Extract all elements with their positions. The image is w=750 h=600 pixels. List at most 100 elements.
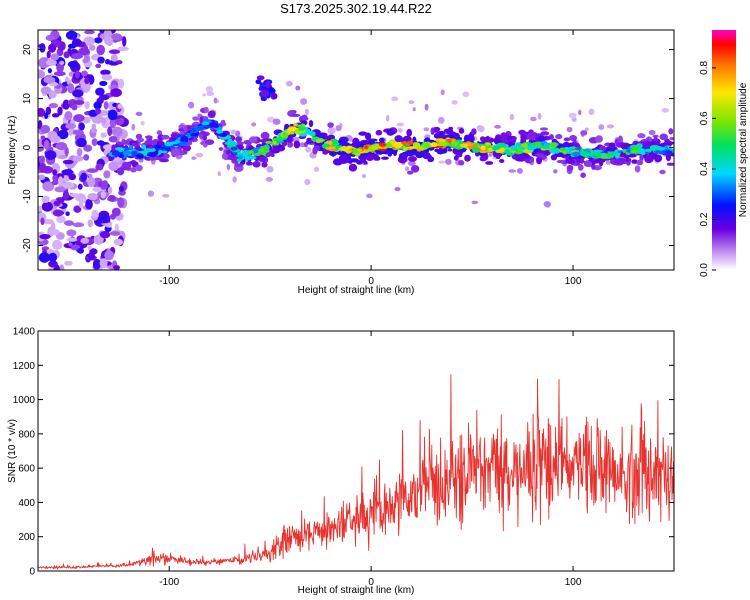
heatmap-cell bbox=[493, 136, 500, 145]
heatmap-cell bbox=[91, 138, 98, 146]
heatmap-cell bbox=[63, 220, 75, 226]
heatmap-cell bbox=[104, 250, 114, 261]
heatmap-cell bbox=[361, 174, 366, 178]
heatmap-cell bbox=[440, 89, 445, 96]
snr-y-tick-label: 200 bbox=[18, 532, 35, 543]
heatmap-cell bbox=[101, 117, 106, 125]
heatmap-cell bbox=[335, 124, 342, 132]
heatmap-cell bbox=[96, 140, 105, 146]
heatmap-cell bbox=[109, 231, 121, 236]
snr-x-tick-label: 100 bbox=[565, 577, 582, 588]
heatmap-cell bbox=[408, 160, 416, 166]
heatmap-cell bbox=[539, 127, 549, 131]
heatmap-cell bbox=[394, 187, 401, 192]
heatmap-cell bbox=[78, 47, 90, 56]
heatmap-cell bbox=[87, 176, 96, 188]
heatmap-cell bbox=[130, 166, 137, 173]
heatmap-cell bbox=[52, 239, 63, 250]
heatmap-cell bbox=[161, 150, 168, 154]
heatmap-cell bbox=[438, 141, 448, 146]
heatmap-cell bbox=[308, 120, 314, 128]
heatmap-cell bbox=[607, 152, 618, 155]
heatmap-cell bbox=[608, 142, 616, 148]
heatmap-cell bbox=[108, 194, 116, 202]
heatmap-cell bbox=[65, 123, 77, 130]
heatmap-cell bbox=[91, 123, 97, 130]
heatmap-cell bbox=[206, 91, 215, 96]
heatmap-cell bbox=[251, 122, 257, 127]
heatmap-cell bbox=[510, 145, 518, 151]
heatmap-cell bbox=[327, 127, 336, 134]
heatmap-cell bbox=[121, 140, 130, 145]
heatmap-cell bbox=[51, 180, 59, 186]
heatmap-cell bbox=[630, 149, 638, 154]
heatmap-cell bbox=[100, 69, 111, 75]
heatmap-cell bbox=[171, 148, 181, 157]
heatmap-cell bbox=[338, 154, 349, 162]
colorbar-ticks: 0.0 0.2 0.4 0.6 0.8 bbox=[699, 61, 716, 277]
heatmap-cell bbox=[226, 163, 231, 171]
heatmap-cell bbox=[640, 151, 646, 156]
heatmap-cell bbox=[313, 166, 320, 172]
heatmap-cell bbox=[38, 107, 46, 117]
heatmap-cell bbox=[67, 83, 75, 94]
heatmap-cell bbox=[118, 78, 125, 89]
heatmap-cell bbox=[68, 242, 73, 247]
heatmap-cell bbox=[322, 149, 329, 155]
heatmap-cell bbox=[38, 252, 51, 263]
heatmap-cell bbox=[430, 142, 438, 148]
heatmap-cell bbox=[48, 102, 59, 109]
heatmap-cell bbox=[412, 142, 421, 148]
snr-y-tick-label: 600 bbox=[18, 464, 35, 475]
heatmap-cell bbox=[412, 136, 417, 144]
heatmap-cell bbox=[624, 157, 632, 162]
heatmap-cell bbox=[107, 109, 118, 121]
heatmap-cell bbox=[40, 135, 46, 140]
heatmap-cell bbox=[584, 127, 589, 132]
heatmap-cell bbox=[92, 186, 102, 193]
heatmap-cell bbox=[595, 135, 603, 143]
heatmap-cell bbox=[187, 101, 195, 109]
heatmap-cell bbox=[341, 146, 349, 151]
heatmap-cell bbox=[197, 113, 203, 118]
heatmap-cell bbox=[488, 153, 493, 157]
heatmap-cell bbox=[498, 142, 506, 148]
heatmap-cell bbox=[99, 94, 110, 101]
heatmap-cell bbox=[131, 142, 139, 147]
spectrogram-y-tick-label: 0 bbox=[22, 144, 33, 150]
heatmap-cell bbox=[78, 122, 85, 131]
heatmap-cell bbox=[289, 131, 295, 135]
heatmap-cell bbox=[654, 150, 664, 154]
heatmap-cell bbox=[606, 124, 615, 129]
heatmap-cell bbox=[158, 150, 163, 154]
heatmap-cell bbox=[199, 130, 207, 136]
heatmap-cell bbox=[325, 146, 334, 150]
heatmap-cell bbox=[438, 160, 445, 164]
snr-x-tick-label: -100 bbox=[159, 577, 179, 588]
spectrogram-y-tick-label: 20 bbox=[22, 44, 33, 56]
heatmap-cell bbox=[599, 145, 607, 152]
heatmap-cell bbox=[136, 153, 144, 159]
heatmap-cell bbox=[66, 237, 78, 242]
heatmap-cell bbox=[39, 43, 46, 53]
heatmap-cell bbox=[661, 107, 670, 113]
heatmap-cell bbox=[464, 154, 471, 162]
heatmap-cell bbox=[665, 153, 672, 162]
heatmap-cell bbox=[73, 100, 85, 105]
heatmap-cell bbox=[659, 169, 666, 175]
spectrogram-x-tick-label: -100 bbox=[159, 276, 179, 287]
heatmap-cell bbox=[657, 147, 665, 151]
heatmap-cell bbox=[270, 92, 278, 100]
heatmap-cell bbox=[53, 266, 59, 270]
heatmap-cell bbox=[535, 141, 542, 147]
heatmap-cell bbox=[668, 128, 674, 135]
heatmap-cell bbox=[485, 161, 494, 165]
heatmap-cell bbox=[57, 176, 64, 188]
heatmap-cell bbox=[80, 237, 90, 244]
heatmap-cell bbox=[57, 129, 69, 140]
heatmap-cell bbox=[101, 180, 109, 190]
heatmap-cell bbox=[537, 112, 542, 120]
heatmap-cell bbox=[117, 167, 125, 176]
heatmap-cell bbox=[71, 104, 78, 111]
